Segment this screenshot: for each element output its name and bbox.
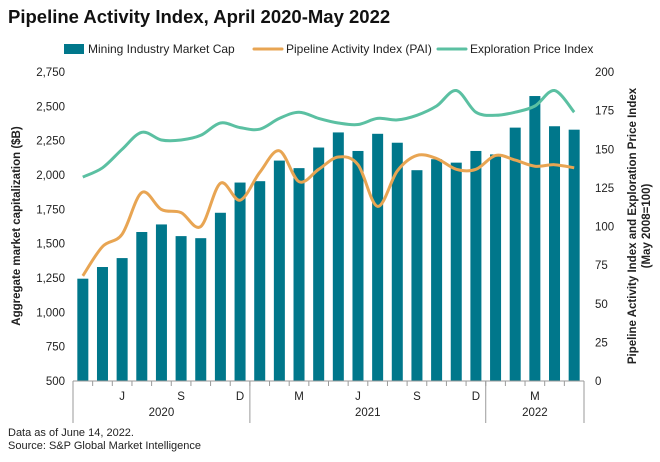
bar — [294, 168, 305, 381]
y-tick-right: 25 — [595, 337, 608, 349]
y-axis-right-label-line2: (May 2008=100) — [641, 183, 653, 268]
bar — [274, 161, 285, 381]
x-tick-label-month: S — [413, 391, 421, 403]
y-tick-right: 0 — [595, 376, 601, 388]
legend-swatch-bars — [64, 44, 84, 54]
legend-label-epi: Exploration Price Index — [470, 42, 593, 56]
y-tick-right: 100 — [595, 222, 614, 234]
bar — [451, 163, 462, 381]
x-tick-label-month: M — [294, 391, 304, 403]
y-tick-left: 1,000 — [36, 307, 65, 319]
y-tick-left: 1,250 — [36, 273, 65, 285]
legend-label-bars: Mining Industry Market Cap — [88, 42, 235, 56]
chart-title: Pipeline Activity Index, April 2020-May … — [8, 6, 390, 28]
bar — [176, 236, 187, 381]
footnote-source: Source: S&P Global Market Intelligence — [8, 440, 201, 453]
x-year-label: 2021 — [355, 407, 381, 419]
bar — [490, 154, 501, 381]
y-tick-left: 2,750 — [36, 67, 65, 79]
bar — [136, 232, 147, 381]
bar — [510, 128, 521, 381]
y-tick-left: 750 — [46, 342, 65, 354]
y-tick-right: 150 — [595, 144, 614, 156]
bar — [333, 132, 344, 381]
chart: Mining Industry Market Cap Pipeline Acti… — [0, 36, 660, 456]
y-tick-right: 50 — [595, 299, 608, 311]
bar — [529, 96, 540, 381]
x-year-label: 2020 — [149, 407, 175, 419]
y-tick-left: 500 — [46, 376, 65, 388]
bar — [77, 279, 88, 381]
y-tick-left: 1,750 — [36, 204, 65, 216]
bar — [215, 213, 226, 381]
y-tick-left: 2,500 — [36, 101, 65, 113]
plot-area: 5007501,0001,2501,5001,7502,0002,2502,50… — [36, 67, 614, 423]
bar — [352, 151, 363, 381]
bar — [431, 159, 442, 381]
x-tick-label-month: D — [472, 391, 480, 403]
bar — [117, 258, 128, 381]
bar — [254, 181, 265, 381]
x-tick-label-month: M — [530, 391, 540, 403]
y-tick-left: 1,500 — [36, 239, 65, 251]
bar — [195, 238, 206, 381]
x-year-label: 2022 — [522, 407, 548, 419]
y-tick-right: 75 — [595, 260, 608, 272]
y-tick-left: 2,000 — [36, 170, 65, 182]
y-tick-right: 175 — [595, 106, 614, 118]
bar — [372, 134, 383, 381]
x-tick-label-month: S — [177, 391, 185, 403]
legend: Mining Industry Market Cap Pipeline Acti… — [64, 42, 593, 56]
bar — [411, 170, 422, 381]
y-tick-left: 2,250 — [36, 136, 65, 148]
y-axis-left-label: Aggregate market capitalization ($B) — [11, 126, 23, 326]
bar — [235, 183, 246, 381]
x-tick-label-month: D — [236, 391, 244, 403]
y-axis-right-label-line1: Pipeline Activity Index and Exploration … — [627, 87, 639, 364]
y-tick-right: 125 — [595, 183, 614, 195]
x-tick-label-month: J — [119, 391, 125, 403]
bar — [156, 224, 167, 381]
legend-label-pai: Pipeline Activity Index (PAI) — [286, 42, 432, 56]
bar — [470, 151, 481, 381]
footnote-data-date: Data as of June 14, 2022. — [8, 427, 134, 440]
y-tick-right: 200 — [595, 67, 614, 79]
bar — [313, 148, 324, 381]
x-tick-label-month: J — [355, 391, 361, 403]
bar — [97, 267, 108, 381]
